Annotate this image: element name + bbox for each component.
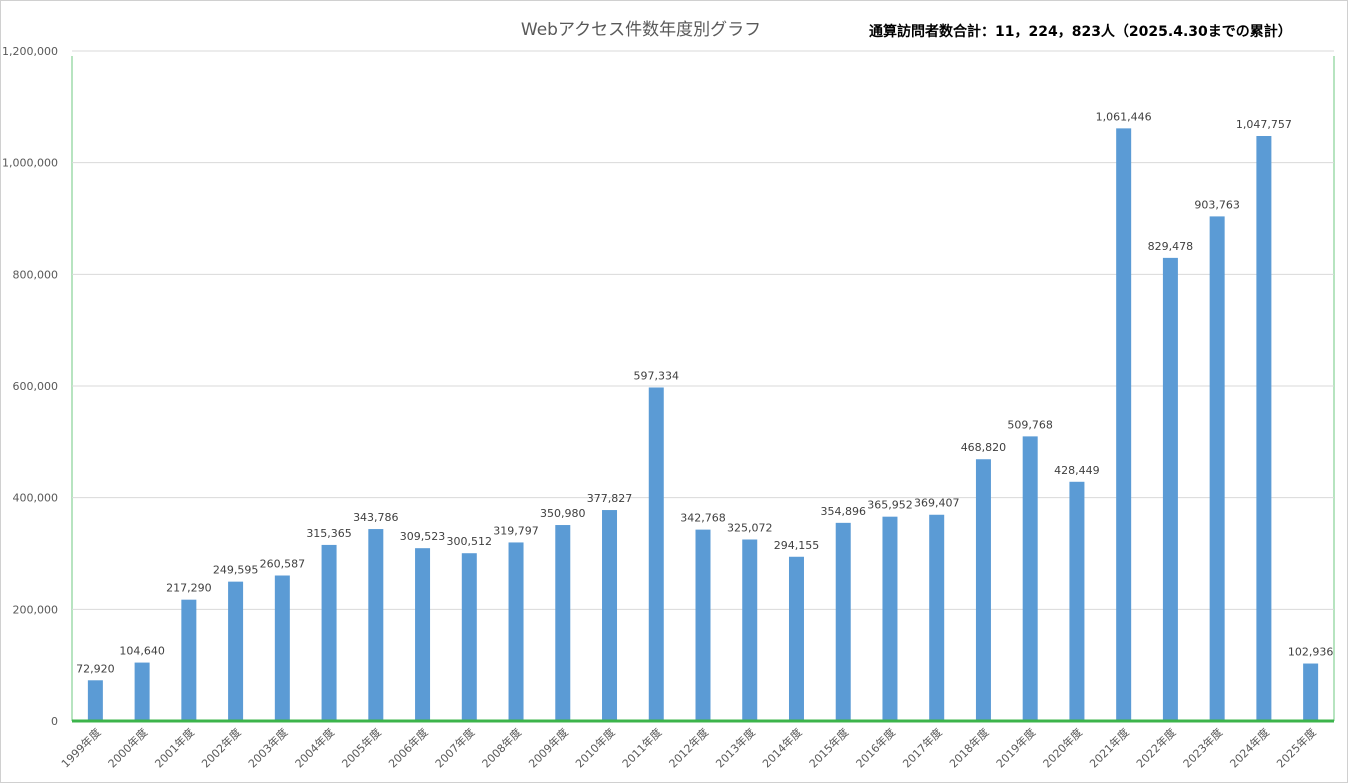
x-tick-label: 2006年度 (385, 725, 430, 770)
y-tick-label: 600,000 (13, 380, 59, 393)
bar (1209, 216, 1225, 721)
x-tick-label: 2010年度 (572, 725, 617, 770)
data-label: 309,523 (400, 530, 446, 543)
data-label: 319,797 (493, 524, 539, 537)
x-tick-label: 2009年度 (526, 725, 571, 770)
bar (602, 510, 618, 721)
x-tick-label: 1999年度 (58, 725, 103, 770)
x-tick-label: 2007年度 (432, 725, 477, 770)
data-label: 903,763 (1194, 198, 1240, 211)
y-tick-label: 1,000,000 (2, 157, 58, 170)
data-label: 325,072 (727, 522, 773, 535)
data-label: 343,786 (353, 511, 399, 524)
x-tick-label: 2000年度 (105, 725, 150, 770)
data-label: 260,587 (260, 558, 306, 571)
bar (368, 529, 384, 721)
bar (1303, 663, 1319, 721)
data-label: 315,365 (306, 527, 352, 540)
x-tick-label: 2017年度 (900, 725, 945, 770)
x-tick-label: 2003年度 (245, 725, 290, 770)
data-label: 1,061,446 (1096, 110, 1152, 123)
data-label: 300,512 (447, 535, 493, 548)
bar (835, 522, 851, 721)
bar (1116, 128, 1132, 721)
x-tick-label: 2004年度 (292, 725, 337, 770)
data-label: 102,936 (1288, 646, 1334, 659)
bar (274, 575, 290, 721)
bar (1162, 257, 1178, 721)
bar (461, 553, 477, 721)
data-label: 509,768 (1007, 418, 1053, 431)
x-tick-label: 2002年度 (198, 725, 243, 770)
data-label: 294,155 (774, 539, 820, 552)
x-tick-label: 2025年度 (1273, 725, 1318, 770)
x-tick-label: 2015年度 (806, 725, 851, 770)
y-tick-label: 800,000 (13, 268, 59, 281)
x-tick-label: 2005年度 (339, 725, 384, 770)
bar (788, 556, 804, 721)
data-label: 365,952 (867, 499, 913, 512)
y-tick-label: 0 (51, 715, 58, 728)
data-label: 342,768 (680, 512, 726, 525)
bar (228, 581, 244, 721)
data-label: 350,980 (540, 507, 586, 520)
x-tick-label: 2014年度 (759, 725, 804, 770)
x-tick-label: 2013年度 (713, 725, 758, 770)
y-tick-label: 1,200,000 (2, 45, 58, 58)
bar (1069, 481, 1085, 721)
bar (555, 525, 571, 721)
bar (1256, 136, 1272, 722)
x-tick-label: 2018年度 (946, 725, 991, 770)
data-label: 72,920 (76, 662, 115, 675)
x-tick-label: 2023年度 (1180, 725, 1225, 770)
bar (87, 680, 103, 721)
bar (321, 544, 337, 721)
data-label: 597,334 (634, 369, 680, 382)
total-visitors-note: 通算訪問者数合計：11，224，823人（2025.4.30までの累計） (869, 24, 1292, 40)
bar (415, 548, 431, 721)
data-label: 104,640 (119, 645, 165, 658)
x-tick-label: 2020年度 (1040, 725, 1085, 770)
bar (648, 387, 664, 721)
x-tick-label: 2021年度 (1087, 725, 1132, 770)
x-tick-label: 2019年度 (993, 725, 1038, 770)
x-tick-label: 2001年度 (152, 725, 197, 770)
data-label: 369,407 (914, 497, 960, 510)
y-tick-label: 200,000 (13, 603, 59, 616)
x-tick-label: 2008年度 (479, 725, 524, 770)
x-tick-label: 2022年度 (1133, 725, 1178, 770)
y-tick-label: 400,000 (13, 492, 59, 505)
bar (181, 599, 197, 721)
x-tick-label: 2024年度 (1227, 725, 1272, 770)
data-label: 468,820 (961, 441, 1007, 454)
data-label: 428,449 (1054, 464, 1100, 477)
data-label: 217,290 (166, 582, 212, 595)
bar (929, 514, 945, 721)
x-tick-label: 2016年度 (853, 725, 898, 770)
bar (1022, 436, 1038, 721)
x-tick-label: 2012年度 (666, 725, 711, 770)
x-tick-label: 2011年度 (619, 725, 664, 770)
bar (508, 542, 524, 721)
data-label: 829,478 (1148, 240, 1194, 253)
bar (975, 459, 991, 721)
bar (882, 516, 898, 721)
chart-title: Webアクセス件数年度別グラフ (520, 20, 762, 40)
data-label: 354,896 (820, 505, 866, 518)
bar (695, 529, 711, 721)
data-label: 249,595 (213, 564, 259, 577)
data-label: 1,047,757 (1236, 118, 1292, 131)
bar (742, 539, 758, 721)
bar (134, 662, 150, 721)
data-label: 377,827 (587, 492, 633, 505)
